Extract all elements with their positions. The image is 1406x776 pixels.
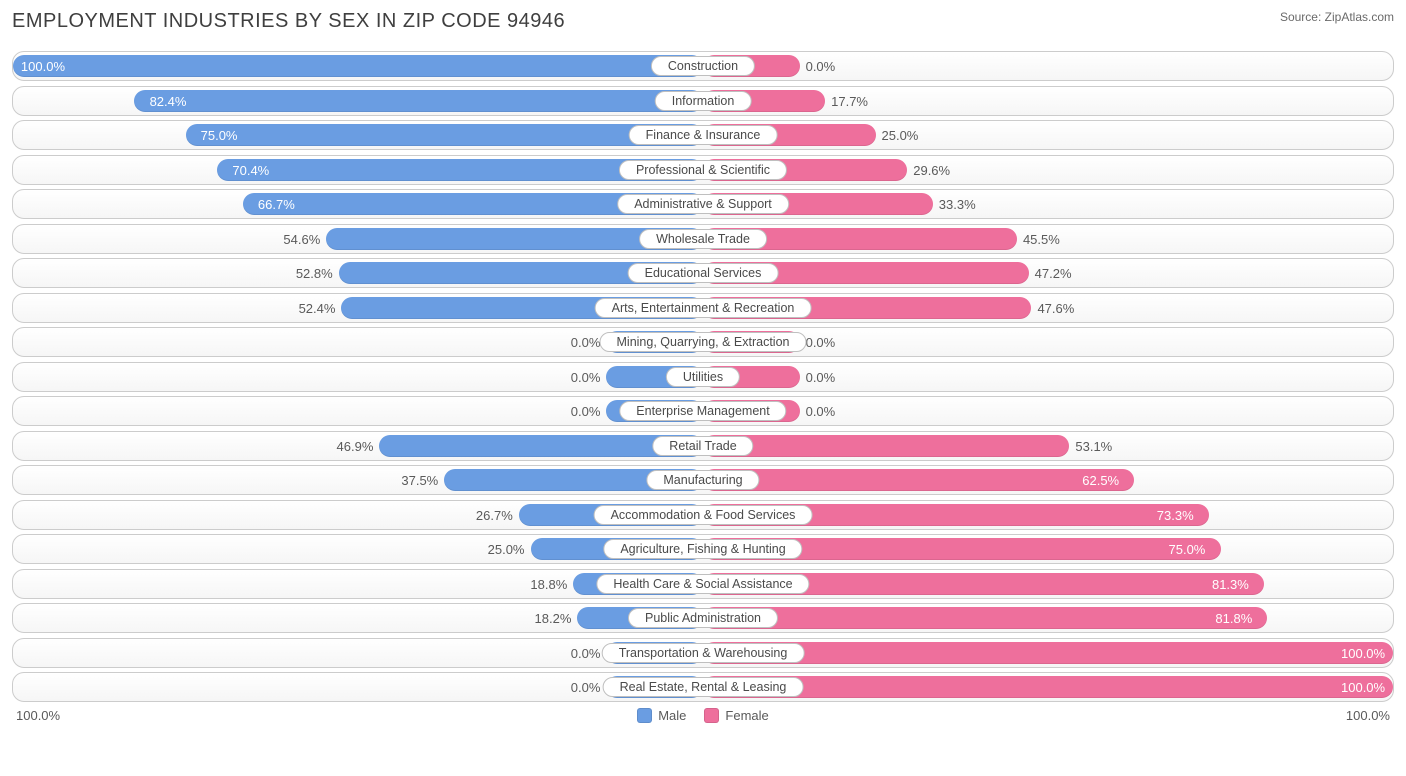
male-value: 0.0% bbox=[571, 680, 601, 695]
table-row: 18.8% 81.3% Health Care & Social Assistanc… bbox=[12, 569, 1394, 599]
female-value: 0.0% bbox=[806, 404, 836, 419]
female-value: 100.0% bbox=[1341, 646, 1385, 661]
category-label: Retail Trade bbox=[652, 436, 753, 456]
table-row: 0.0% 0.0% Enterprise Management bbox=[12, 396, 1394, 426]
male-bar bbox=[13, 55, 703, 77]
female-value: 45.5% bbox=[1023, 232, 1060, 247]
category-label: Administrative & Support bbox=[617, 194, 789, 214]
legend: Male Female bbox=[637, 708, 769, 723]
table-row: 18.2% 81.8% Public Administration bbox=[12, 603, 1394, 633]
category-label: Professional & Scientific bbox=[619, 160, 787, 180]
female-value: 0.0% bbox=[806, 370, 836, 385]
female-value: 0.0% bbox=[806, 335, 836, 350]
axis-label-left: 100.0% bbox=[16, 708, 60, 723]
female-value: 73.3% bbox=[1157, 508, 1194, 523]
female-value: 75.0% bbox=[1169, 542, 1206, 557]
table-row: 46.9% 53.1% Retail Trade bbox=[12, 431, 1394, 461]
table-row: 37.5% 62.5% Manufacturing bbox=[12, 465, 1394, 495]
male-swatch-icon bbox=[637, 708, 652, 723]
male-value: 0.0% bbox=[571, 370, 601, 385]
table-row: 100.0% 0.0% Construction bbox=[12, 51, 1394, 81]
male-value: 0.0% bbox=[571, 335, 601, 350]
category-label: Agriculture, Fishing & Hunting bbox=[603, 539, 802, 559]
female-value: 53.1% bbox=[1075, 439, 1112, 454]
table-row: 25.0% 75.0% Agriculture, Fishing & Hunting bbox=[12, 534, 1394, 564]
male-value: 52.8% bbox=[296, 266, 333, 281]
category-label: Public Administration bbox=[628, 608, 778, 628]
table-row: 52.4% 47.6% Arts, Entertainment & Recreati… bbox=[12, 293, 1394, 323]
female-bar bbox=[703, 469, 1134, 491]
chart-header: EMPLOYMENT INDUSTRIES BY SEX IN ZIP CODE… bbox=[12, 10, 1394, 33]
male-value: 37.5% bbox=[401, 473, 438, 488]
female-value: 0.0% bbox=[806, 59, 836, 74]
category-label: Construction bbox=[651, 56, 755, 76]
category-label: Finance & Insurance bbox=[629, 125, 778, 145]
chart-source: Source: ZipAtlas.com bbox=[1280, 10, 1394, 24]
category-label: Real Estate, Rental & Leasing bbox=[603, 677, 804, 697]
axis-label-right: 100.0% bbox=[1346, 708, 1390, 723]
legend-item-female: Female bbox=[704, 708, 768, 723]
table-row: 0.0% 0.0% Utilities bbox=[12, 362, 1394, 392]
male-value: 0.0% bbox=[571, 404, 601, 419]
male-bar bbox=[186, 124, 704, 146]
category-label: Manufacturing bbox=[646, 470, 759, 490]
female-bar bbox=[703, 435, 1069, 457]
table-row: 70.4% 29.6% Professional & Scientific bbox=[12, 155, 1394, 185]
category-label: Transportation & Warehousing bbox=[602, 643, 805, 663]
category-label: Accommodation & Food Services bbox=[594, 505, 813, 525]
female-value: 81.3% bbox=[1212, 577, 1249, 592]
table-row: 52.8% 47.2% Educational Services bbox=[12, 258, 1394, 288]
male-value: 100.0% bbox=[21, 59, 65, 74]
male-value: 75.0% bbox=[201, 128, 238, 143]
female-value: 100.0% bbox=[1341, 680, 1385, 695]
male-value: 82.4% bbox=[150, 94, 187, 109]
legend-item-male: Male bbox=[637, 708, 686, 723]
male-value: 0.0% bbox=[571, 646, 601, 661]
male-value: 18.8% bbox=[530, 577, 567, 592]
category-label: Mining, Quarrying, & Extraction bbox=[600, 332, 807, 352]
table-row: 0.0% 100.0% Real Estate, Rental & Leasing bbox=[12, 672, 1394, 702]
male-bar bbox=[134, 90, 703, 112]
table-row: 26.7% 73.3% Accommodation & Food Services bbox=[12, 500, 1394, 530]
table-row: 54.6% 45.5% Wholesale Trade bbox=[12, 224, 1394, 254]
legend-female-label: Female bbox=[725, 708, 768, 723]
diverging-bar-chart: 100.0% 0.0% Construction 82.4% 17.7% Informat… bbox=[12, 51, 1394, 702]
male-value: 25.0% bbox=[488, 542, 525, 557]
category-label: Health Care & Social Assistance bbox=[596, 574, 809, 594]
table-row: 0.0% 100.0% Transportation & Warehousing bbox=[12, 638, 1394, 668]
male-value: 18.2% bbox=[535, 611, 572, 626]
female-value: 81.8% bbox=[1215, 611, 1252, 626]
chart-footer: 100.0% Male Female 100.0% bbox=[12, 708, 1394, 723]
female-swatch-icon bbox=[704, 708, 719, 723]
female-value: 17.7% bbox=[831, 94, 868, 109]
male-value: 54.6% bbox=[283, 232, 320, 247]
table-row: 75.0% 25.0% Finance & Insurance bbox=[12, 120, 1394, 150]
female-value: 47.2% bbox=[1035, 266, 1072, 281]
female-bar bbox=[703, 607, 1267, 629]
legend-male-label: Male bbox=[658, 708, 686, 723]
category-label: Enterprise Management bbox=[619, 401, 786, 421]
male-value: 66.7% bbox=[258, 197, 295, 212]
female-value: 29.6% bbox=[913, 163, 950, 178]
female-value: 25.0% bbox=[882, 128, 919, 143]
female-bar bbox=[703, 676, 1393, 698]
table-row: 66.7% 33.3% Administrative & Support bbox=[12, 189, 1394, 219]
female-value: 33.3% bbox=[939, 197, 976, 212]
table-row: 0.0% 0.0%Mining, Quarrying, & Extraction bbox=[12, 327, 1394, 357]
male-value: 46.9% bbox=[337, 439, 374, 454]
category-label: Information bbox=[655, 91, 752, 111]
male-value: 26.7% bbox=[476, 508, 513, 523]
category-label: Utilities bbox=[666, 367, 740, 387]
female-value: 47.6% bbox=[1037, 301, 1074, 316]
table-row: 82.4% 17.7% Information bbox=[12, 86, 1394, 116]
male-value: 52.4% bbox=[299, 301, 336, 316]
category-label: Wholesale Trade bbox=[639, 229, 767, 249]
chart-title: EMPLOYMENT INDUSTRIES BY SEX IN ZIP CODE… bbox=[12, 10, 565, 33]
female-bar bbox=[703, 642, 1393, 664]
category-label: Educational Services bbox=[628, 263, 779, 283]
female-value: 62.5% bbox=[1082, 473, 1119, 488]
male-value: 70.4% bbox=[232, 163, 269, 178]
category-label: Arts, Entertainment & Recreation bbox=[595, 298, 812, 318]
